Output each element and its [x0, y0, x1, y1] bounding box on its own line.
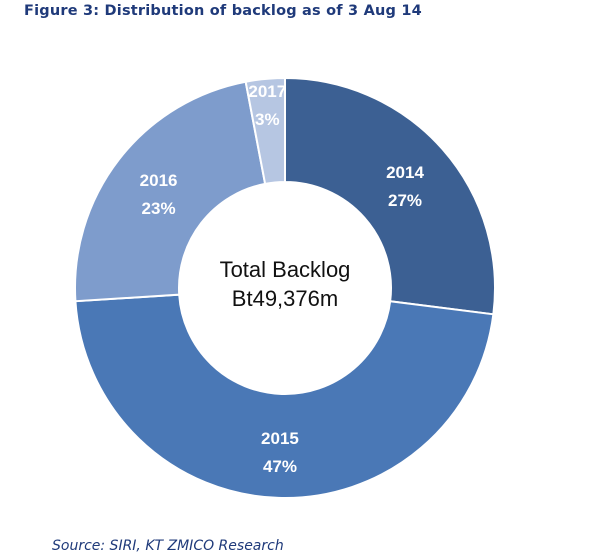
slice-label-value-2017: 3% [255, 110, 280, 129]
slice-label-year-2017: 2017 [248, 82, 286, 101]
center-label: Total Backlog Bt49,376m [220, 257, 351, 311]
slice-2017 [244, 76, 286, 186]
source-note: Source: SIRI, KT ZMICO Research [52, 538, 284, 554]
slice-label-value-2015: 47% [263, 457, 297, 476]
center-label-line-2: Bt49,376m [232, 286, 338, 311]
slice-label-year-2016: 2016 [140, 171, 178, 190]
slice-label-year-2015: 2015 [261, 429, 299, 448]
donut-slices [74, 76, 496, 499]
slice-2014 [284, 76, 496, 316]
center-label-line-1: Total Backlog [220, 257, 351, 282]
donut-labels: 2014 27% 2015 47% 2016 23% 2017 3% [140, 82, 425, 476]
donut-chart-svg: 2014 27% 2015 47% 2016 23% 2017 3% Total Backlo… [74, 76, 496, 499]
donut-chart: 2014 27% 2015 47% 2016 23% 2017 3% Total Backlo… [0, 50, 600, 520]
slice-label-year-2014: 2014 [386, 163, 424, 182]
slice-2016 [74, 80, 267, 303]
slice-label-value-2014: 27% [388, 191, 422, 210]
slice-label-value-2016: 23% [142, 199, 176, 218]
figure-title: Figure 3: Distribution of backlog as of … [24, 3, 422, 19]
slice-2015 [74, 293, 495, 499]
